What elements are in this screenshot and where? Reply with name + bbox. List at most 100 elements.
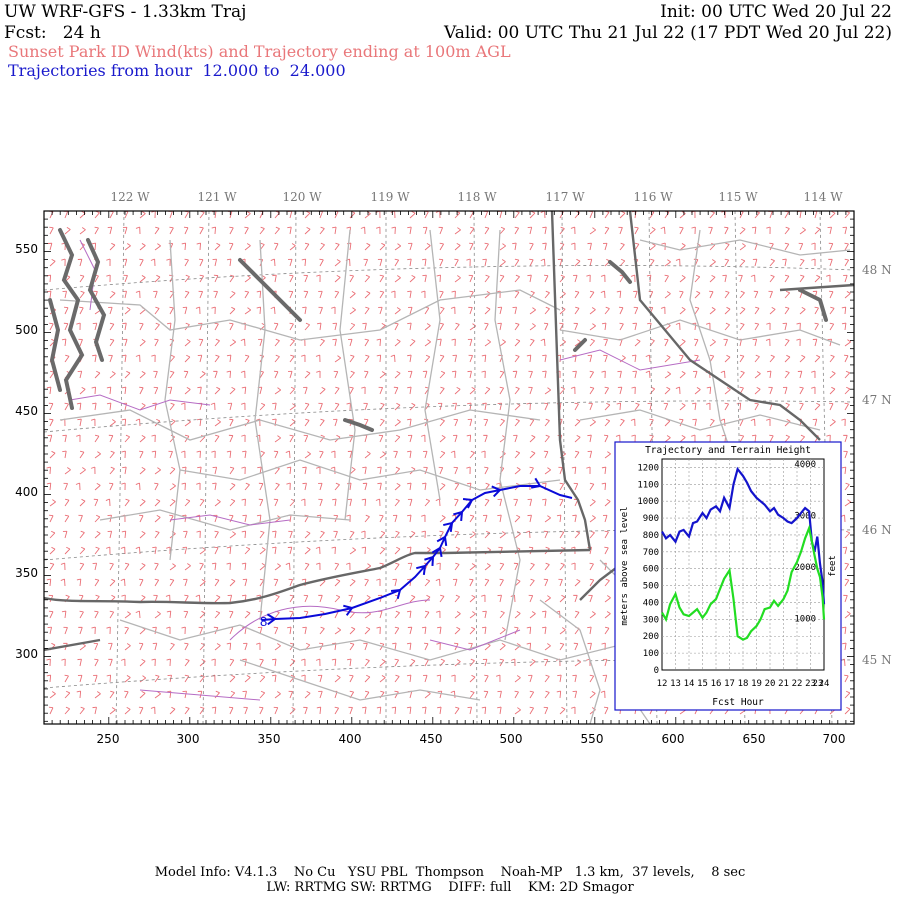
wind-barb-flag [497,706,502,709]
wind-barb [829,259,833,267]
wind-barb [514,356,520,363]
wind-barb-flag [381,659,386,662]
wind-barb [139,277,146,283]
wind-barb [724,227,729,235]
wind-barb-flag [376,578,381,581]
wind-barb-flag [231,290,236,294]
wind-barb [124,709,131,715]
wind-barb [739,228,746,235]
wind-barb [109,402,112,411]
wind-barb [274,612,280,619]
wind-barb [199,355,203,363]
wind-barb [604,515,608,523]
wind-barb-flag [560,274,565,278]
wind-barb-flag [426,323,431,326]
wind-barb-flag [456,659,461,662]
wind-barb [574,483,579,491]
wind-barb-flag [121,482,126,485]
wind-barb [304,627,307,635]
wind-barb [124,691,129,699]
wind-barb [169,708,176,715]
wind-barb-flag [351,578,356,582]
wind-barb [514,420,520,427]
wind-barb-flag [592,227,596,231]
wind-barb [124,530,127,539]
wind-barb-flag [337,355,341,359]
wind-barb [724,308,731,315]
wind-barb-flag [561,594,566,598]
wind-barb-flag [532,323,536,327]
wind-barb [424,580,431,587]
wind-barb [409,532,416,539]
wind-barb-flag [846,291,851,294]
wind-barb-flag [170,354,175,358]
wind-barb-flag [260,450,265,454]
wind-barb [634,243,640,251]
wind-barb [769,291,773,299]
wind-barb [289,371,293,379]
wind-barb-flag [122,322,127,325]
wind-barb-flag [545,418,550,422]
wind-barb [499,228,506,235]
wind-barb-flag [112,419,116,423]
wind-barb-flag [559,498,564,501]
wind-barb [244,291,250,299]
wind-barb-flag [724,402,729,405]
wind-barb [514,435,518,443]
wind-barb-flag [111,707,116,710]
wind-barb-flag [141,690,146,694]
wind-barb-flag [170,370,175,373]
wind-barb-flag [379,514,384,517]
wind-barb [544,227,547,235]
wind-barb [844,227,848,235]
wind-barb-flag [469,242,474,245]
wind-barb-flag [366,451,371,454]
wind-barb [394,706,397,715]
wind-barb [829,291,834,299]
wind-barb-flag [126,706,131,710]
wind-barb-flag [740,290,745,294]
wind-barb [229,611,234,619]
wind-barb-flag [170,642,175,646]
wind-barb-flag [270,306,275,310]
wind-barb [814,323,819,331]
wind-barb-flag [844,402,849,405]
wind-barb-flag [381,675,386,678]
wind-barb-flag [110,450,115,454]
wind-barb [769,309,776,315]
wind-barb-flag [186,339,191,342]
wind-barb [274,228,280,235]
wind-barb [289,531,293,539]
wind-barb [274,371,279,379]
wind-barb-flag [126,643,131,647]
y-tick-label: 500 [15,323,38,337]
wind-barb-flag [681,275,686,278]
wind-barb [724,292,730,299]
wind-barb [559,564,565,571]
wind-barb-flag [241,498,246,501]
wind-barb [484,627,487,635]
wind-barb-flag [231,498,236,502]
wind-barb [109,386,112,395]
wind-barb [694,419,697,427]
wind-barb [214,259,217,267]
wind-barb-flag [91,386,96,389]
wind-barb [589,211,594,219]
wind-barb-flag [320,226,325,229]
wind-barb-flag [135,610,140,614]
wind-barb [394,404,401,411]
wind-barb [499,629,506,635]
wind-barb-flag [570,242,576,245]
wind-barb [79,469,86,475]
wind-barb [304,258,307,267]
wind-barb [469,339,473,347]
wind-barb [49,548,56,555]
wind-barb-flag [636,338,641,342]
wind-barb [319,706,322,715]
wind-barb-flag [199,562,204,565]
wind-barb [529,564,535,571]
wind-barb-flag [306,530,311,534]
wind-barb [319,532,325,539]
wind-barb-flag [81,386,86,390]
wind-barb-flag [96,370,101,374]
